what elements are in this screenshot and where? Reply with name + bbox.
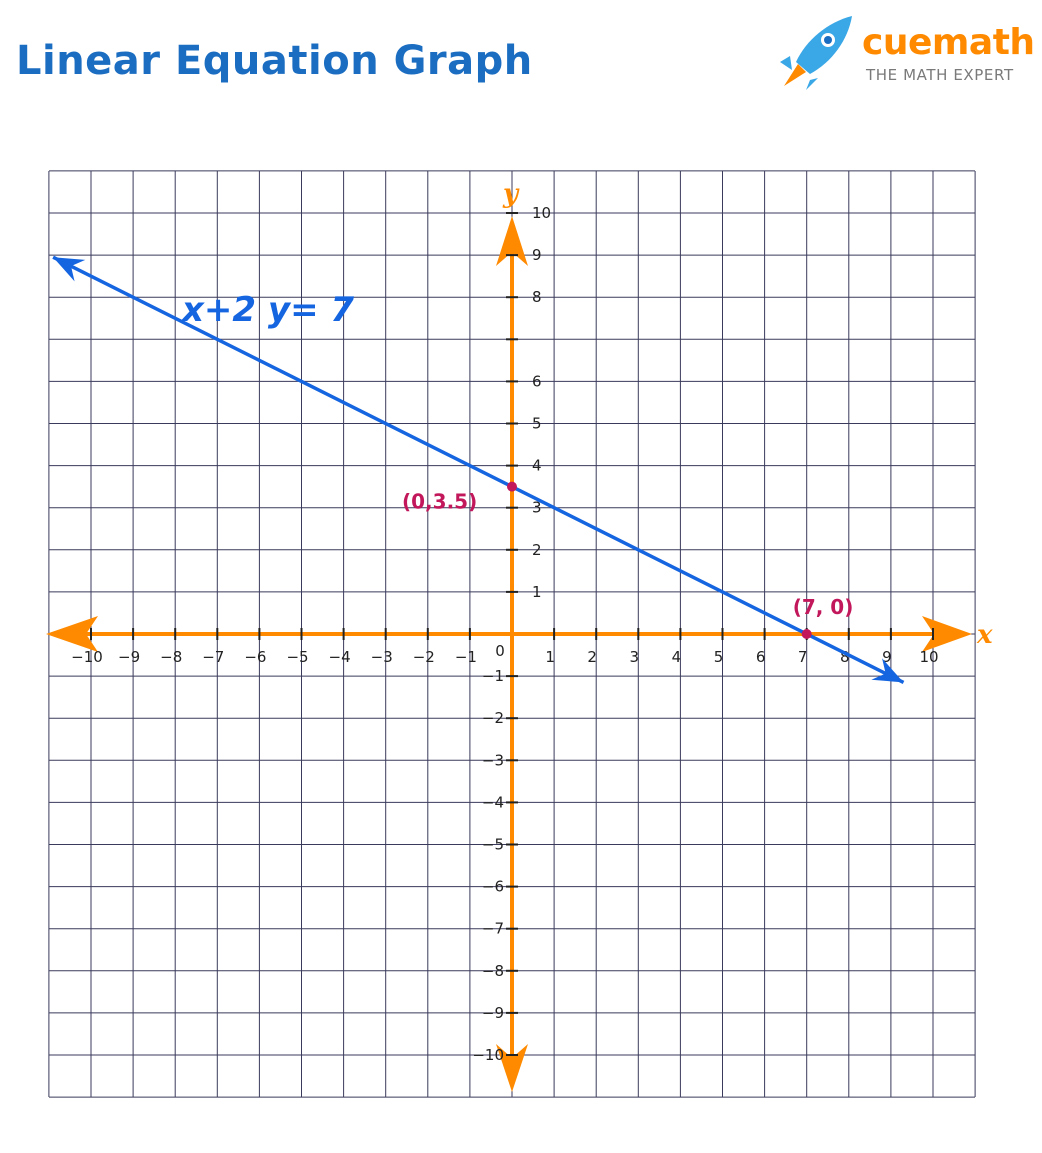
brand-logo: cuemath THE MATH EXPERT: [776, 12, 1036, 92]
x-tick-label: 9: [882, 648, 892, 666]
y-tick-label: −8: [482, 962, 504, 980]
x-tick-label: −2: [413, 648, 435, 666]
x-tick-label: 5: [714, 648, 724, 666]
y-tick-label: −10: [472, 1046, 504, 1064]
x-tick-label: 2: [587, 648, 597, 666]
axes: [46, 216, 972, 1092]
page-title: Linear Equation Graph: [16, 38, 533, 84]
y-tick-label: −5: [482, 836, 504, 854]
x-tick-label: 8: [840, 648, 850, 666]
series: [52, 255, 905, 684]
y-tick-label: 2: [532, 541, 542, 559]
y-tick-label: 6: [532, 372, 542, 390]
rocket-icon: [780, 16, 852, 90]
y-tick-label: 10: [532, 204, 551, 222]
x-tick-label: −10: [71, 648, 103, 666]
y-tick-label: −6: [482, 878, 504, 896]
y-tick-label: −3: [482, 751, 504, 769]
y-ticks: 10 9 8 6 5 4 3 2 1 −1 −2 −3 −4 −5 −6 −7 −8 −9 −10: [472, 204, 551, 1064]
y-tick-label: 3: [532, 499, 542, 517]
points: (0,3.5) (7, 0): [402, 481, 854, 639]
x-tick-label: −7: [202, 648, 224, 666]
x-tick-label: 10: [919, 648, 938, 666]
x-tick-label: 1: [545, 648, 555, 666]
y-axis-arrow-down: [496, 1044, 528, 1092]
y-tick-label: −2: [482, 709, 504, 727]
x-tick-label: −9: [118, 648, 140, 666]
x-tick-label: 3: [630, 648, 640, 666]
x-tick-label: −3: [371, 648, 393, 666]
brand-tagline: THE MATH EXPERT: [866, 66, 1014, 84]
y-tick-label: 1: [532, 583, 542, 601]
x-axis-arrow-right: [922, 616, 972, 652]
x-tick-label: 0: [495, 642, 505, 660]
x-tick-label: −8: [160, 648, 182, 666]
point-label: (7, 0): [793, 595, 854, 619]
y-tick-label: −4: [482, 793, 504, 811]
x-tick-label: 4: [672, 648, 682, 666]
point-marker: [801, 629, 812, 639]
series-arrow-left: [53, 257, 86, 282]
x-tick-label: 7: [798, 648, 808, 666]
y-tick-label: −1: [482, 667, 504, 685]
x-ticks: −10 −9 −8 −7 −6 −5 −4 −3 −2 −1 0 1 2 3 4 5 6 7 8 9 10: [71, 628, 939, 666]
equation-label: x+2 y= 7: [180, 290, 354, 330]
y-axis-arrow-up: [496, 216, 528, 266]
point-label: (0,3.5): [402, 490, 477, 514]
x-axis-label: x: [976, 620, 993, 650]
x-axis-arrow-left: [46, 616, 98, 652]
y-tick-label: 8: [532, 288, 542, 306]
x-tick-label: −6: [244, 648, 266, 666]
y-tick-label: −9: [482, 1004, 504, 1022]
x-tick-label: −1: [455, 648, 477, 666]
x-tick-label: −4: [329, 648, 351, 666]
series-line: [52, 255, 905, 684]
x-tick-label: 6: [756, 648, 766, 666]
y-tick-label: −7: [482, 920, 504, 938]
y-axis-label: y: [502, 179, 520, 209]
point-marker: [507, 481, 517, 492]
series-arrow-right: [871, 658, 904, 683]
y-tick-label: 9: [532, 246, 542, 264]
labels: x y x+2 y= 7: [180, 179, 993, 650]
x-tick-label: −5: [286, 648, 308, 666]
y-tick-label: 4: [532, 457, 542, 475]
y-tick-label: 5: [532, 415, 542, 433]
brand-name: cuemath: [862, 22, 1035, 63]
